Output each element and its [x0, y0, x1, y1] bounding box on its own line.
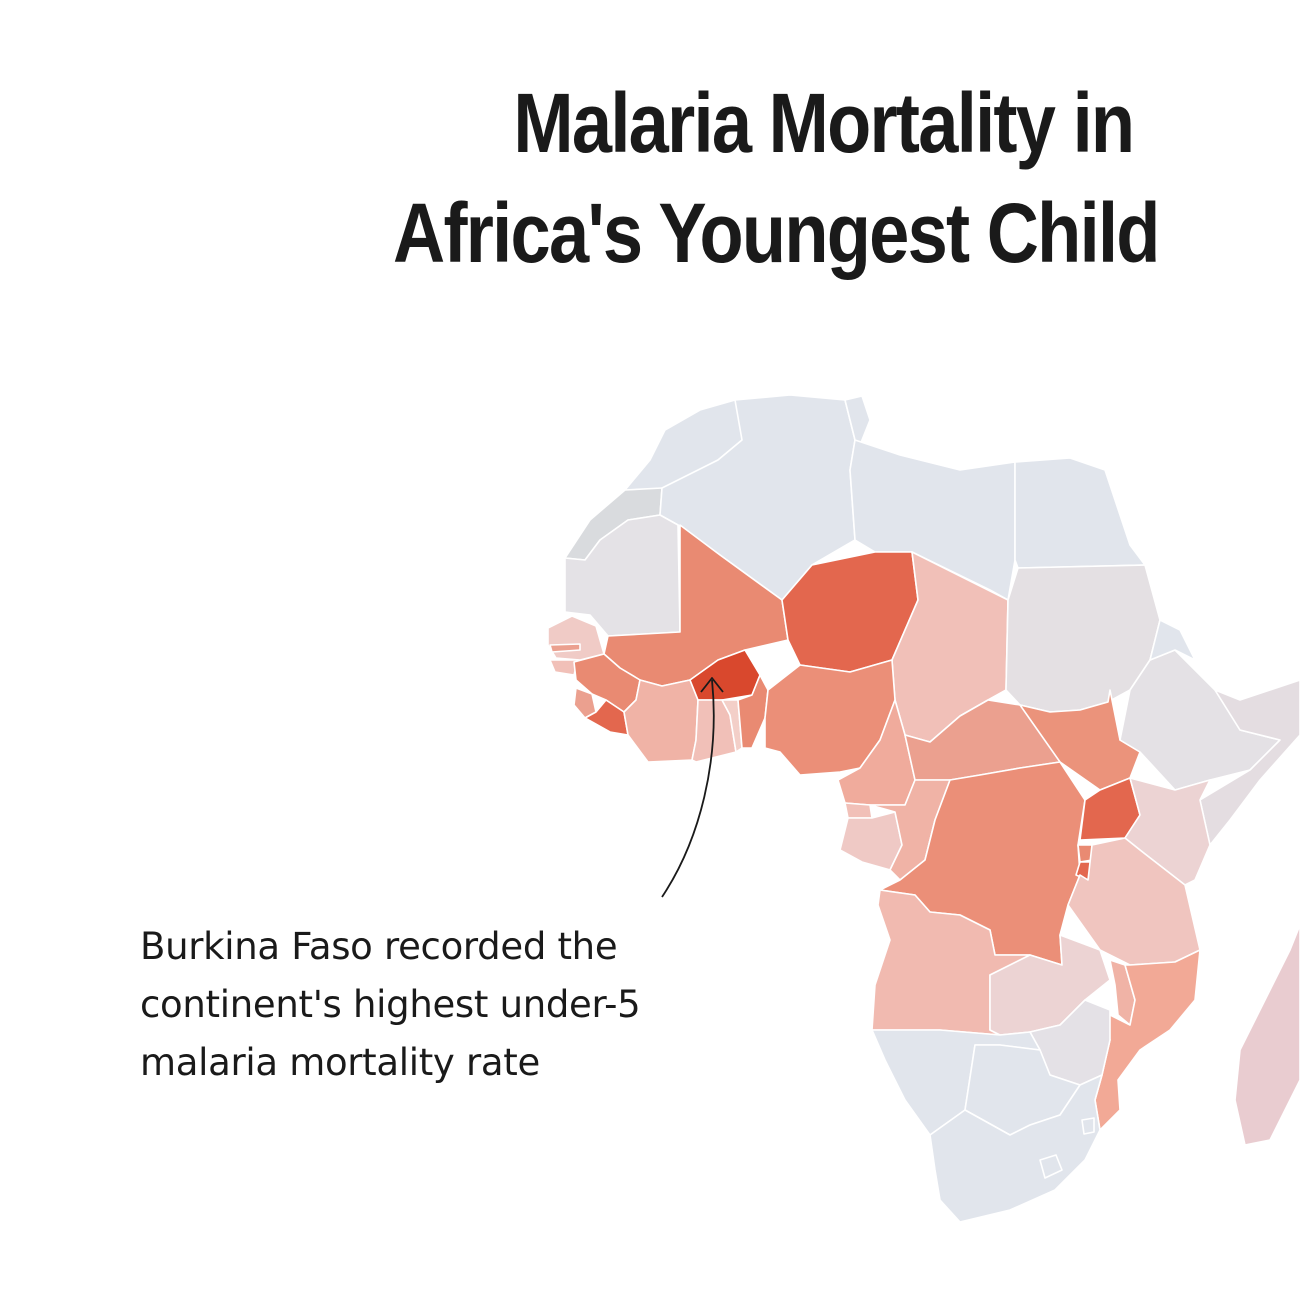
country-togo — [721, 699, 743, 753]
annotation-arrow — [661, 679, 715, 898]
title-line-1: Malaria Mortality in — [513, 76, 1135, 170]
country-gabon — [839, 811, 903, 871]
country-guinea-bissau — [549, 659, 579, 676]
country-egypt — [1014, 457, 1146, 569]
country-somalia — [1199, 679, 1300, 846]
country-kenya — [1124, 777, 1211, 886]
title-line-2: Africa's Youngest Child — [393, 186, 1160, 280]
country-madagascar — [1234, 924, 1300, 1146]
country-south-africa — [929, 1074, 1103, 1223]
burkina-faso-annotation: Burkina Faso recorded the continent's hi… — [140, 918, 740, 1092]
annotation-line-1: Burkina Faso recorded the — [140, 925, 618, 968]
country-tunisia — [844, 395, 871, 446]
country-lesotho — [1039, 1154, 1063, 1179]
country-mauritania — [564, 514, 681, 637]
country-equatorial-guinea — [844, 802, 873, 819]
country-eritrea — [1149, 619, 1196, 661]
chart-title: Malaria Mortality in Africa's Youngest C… — [393, 68, 1160, 288]
country-gambia — [549, 643, 581, 653]
country-eswatini — [1081, 1117, 1095, 1135]
annotation-arrowhead — [700, 677, 724, 693]
annotation-line-3: malaria mortality rate — [140, 1041, 540, 1084]
annotation-line-2: continent's highest under-5 — [140, 983, 641, 1026]
